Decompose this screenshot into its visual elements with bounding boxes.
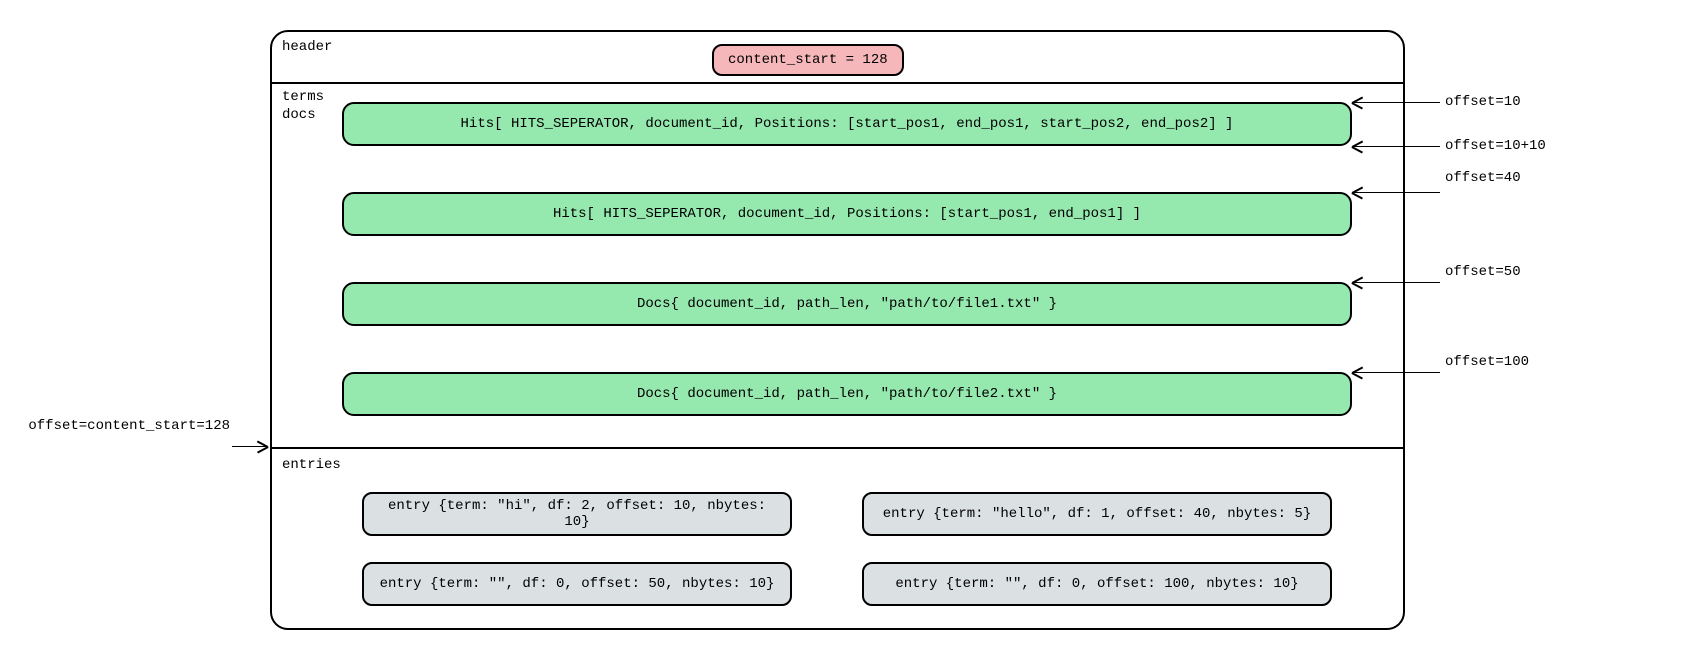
arrow-line	[1352, 102, 1440, 103]
content-start-annotation: offset=content_start=128	[20, 418, 230, 434]
hits-row: Hits[ HITS_SEPERATOR, document_id, Posit…	[342, 102, 1352, 146]
arrow-line	[1352, 192, 1440, 193]
docs-row: Docs{ document_id, path_len, "path/to/fi…	[342, 282, 1352, 326]
entries-section-label: entries	[282, 456, 341, 474]
divider-1	[272, 82, 1403, 84]
offset-annotation: offset=10	[1445, 94, 1521, 110]
arrow-line	[232, 446, 268, 447]
docs-row: Docs{ document_id, path_len, "path/to/fi…	[342, 372, 1352, 416]
entry-box: entry {term: "", df: 0, offset: 100, nby…	[862, 562, 1332, 606]
arrow-line	[1352, 372, 1440, 373]
content-start-box: content_start = 128	[712, 44, 904, 76]
entry-box: entry {term: "", df: 0, offset: 50, nbyt…	[362, 562, 792, 606]
divider-2	[272, 447, 1403, 449]
hits-row: Hits[ HITS_SEPERATOR, document_id, Posit…	[342, 192, 1352, 236]
entry-box: entry {term: "hi", df: 2, offset: 10, nb…	[362, 492, 792, 536]
terms-docs-section-label: terms docs	[282, 88, 324, 124]
header-section-label: header	[282, 38, 332, 56]
entry-box: entry {term: "hello", df: 1, offset: 40,…	[862, 492, 1332, 536]
offset-annotation: offset=100	[1445, 354, 1529, 370]
offset-annotation: offset=50	[1445, 264, 1521, 280]
offset-annotation: offset=10+10	[1445, 138, 1546, 154]
diagram-canvas: header content_start = 128 terms docs Hi…	[20, 20, 1682, 644]
arrow-line	[1352, 146, 1440, 147]
arrow-line	[1352, 282, 1440, 283]
offset-annotation: offset=40	[1445, 170, 1521, 186]
file-layout-box: header content_start = 128 terms docs Hi…	[270, 30, 1405, 630]
